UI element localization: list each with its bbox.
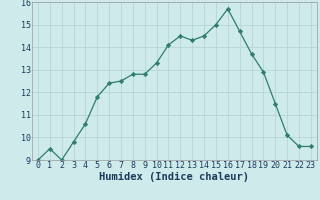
X-axis label: Humidex (Indice chaleur): Humidex (Indice chaleur) <box>100 172 249 182</box>
